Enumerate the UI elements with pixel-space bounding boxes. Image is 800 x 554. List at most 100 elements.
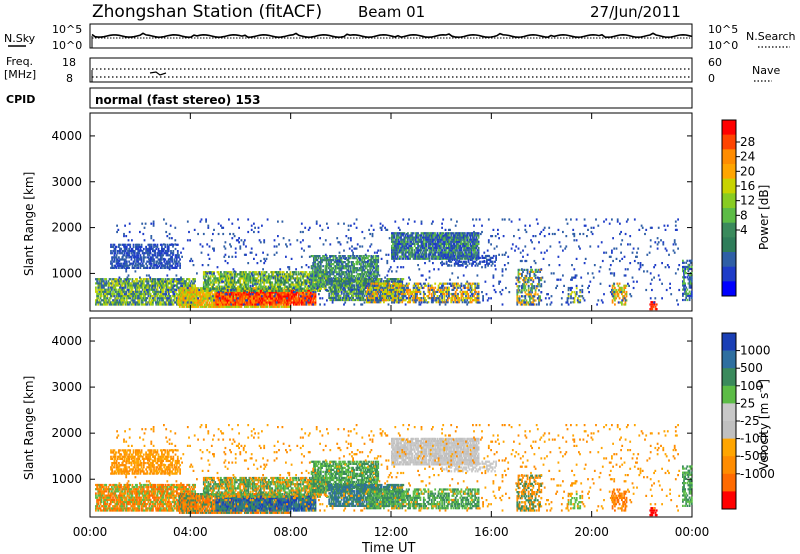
power-echo-cell (249, 301, 252, 304)
power-echo-cell (137, 254, 140, 257)
freq-strip (89, 57, 693, 83)
power-echo-cell (142, 297, 145, 300)
power-echo-cell (133, 266, 136, 269)
power-echo-cell (148, 299, 151, 302)
power-echo-cell (343, 292, 345, 295)
power-echo-cell (131, 247, 134, 251)
power-echo-cell (218, 293, 221, 296)
power-echo-cell (156, 256, 159, 259)
power-echo-cell (131, 254, 134, 257)
power-echo-cell (109, 288, 112, 291)
power-echo-cell (168, 278, 170, 281)
power-echo-cell (208, 301, 211, 304)
power-echo-cell (111, 286, 113, 289)
power-echo-cell (230, 293, 232, 296)
power-echo-cell (220, 303, 222, 306)
power-echo-cell (156, 295, 159, 298)
power-echo-cell (255, 301, 258, 304)
power-echo-cell (160, 288, 162, 291)
power-echo-cell (243, 291, 246, 294)
power-echo-cell (259, 299, 262, 302)
power-echo-cell (111, 264, 113, 267)
power-echo-cell (362, 290, 365, 293)
power-echo-cell (283, 291, 286, 294)
power-echo-cell (162, 290, 165, 293)
power-echo-cell (269, 301, 271, 304)
power-echo-cell (258, 297, 261, 300)
power-echo-cell (265, 303, 268, 306)
power-echo-cell (155, 256, 158, 259)
power-echo-cell (201, 291, 204, 294)
power-echo-cell (120, 288, 122, 291)
power-echo-cell (123, 254, 126, 257)
power-echo-cell (288, 291, 291, 294)
power-echo-cell (114, 264, 117, 267)
power-echo-cell (164, 303, 167, 306)
power-echo-cell (123, 280, 126, 283)
power-echo-cell (334, 275, 337, 278)
power-echo-cell (241, 291, 244, 294)
power-echo-cell (161, 266, 163, 269)
power-echo-cell (234, 301, 237, 304)
power-echo-cell (375, 257, 377, 260)
power-echo-cell (334, 269, 337, 272)
power-echo-cell (132, 303, 135, 306)
power-echo-cell (245, 289, 247, 292)
power-echo-cell (98, 288, 101, 291)
power-echo-cell (109, 295, 112, 298)
power-echo-cell (250, 295, 253, 298)
power-echo-cell (99, 303, 102, 306)
power-echo-cell (358, 261, 361, 264)
power-echo-cell (159, 252, 162, 255)
power-echo-cell (117, 290, 120, 293)
power-echo-cell (214, 299, 217, 302)
power-echo-cell (121, 299, 123, 302)
power-echo-cell (193, 305, 196, 308)
power-echo-cell (116, 284, 119, 287)
power-echo-cell (165, 252, 168, 255)
power-echo-cell (131, 292, 134, 296)
power-echo-cell (280, 303, 283, 306)
power-echo-cell (111, 282, 113, 285)
power-echo-cell (280, 279, 283, 282)
power-echo-cell (221, 299, 223, 302)
power-echo-cell (400, 255, 402, 258)
power-echo-cell (116, 258, 119, 261)
power-echo-cell (185, 284, 187, 287)
power-echo-cell (217, 283, 220, 286)
power-echo-cell (119, 250, 121, 253)
power-echo-cell (123, 250, 126, 253)
power-echo-cell (116, 250, 119, 253)
power-echo-cell (200, 289, 203, 292)
power-echo-cell (166, 284, 169, 287)
power-echo-cell (238, 291, 240, 294)
power-echo-cell (223, 291, 226, 294)
power-echo-cell (199, 301, 202, 304)
power-echo-cell (150, 299, 153, 302)
power-echo-cell (140, 297, 143, 300)
power-echo-cell (148, 266, 151, 269)
power-echo-cell (280, 297, 283, 300)
power-echo-cell (189, 287, 191, 290)
power-echo-cell (115, 256, 118, 259)
power-echo-cell (291, 295, 294, 298)
power-echo-cell (364, 263, 367, 266)
power-echo-cell (209, 303, 212, 306)
power-echo-cell (209, 297, 212, 300)
power-echo-cell (298, 301, 301, 304)
power-echo-cell (169, 280, 171, 283)
power-echo-cell (201, 289, 204, 292)
power-echo-cell (141, 280, 144, 283)
power-echo-cell (228, 291, 230, 294)
power-echo-cell (235, 275, 238, 278)
power-echo-cell (200, 297, 203, 300)
power-echo-cell (214, 293, 217, 296)
power-echo-cell (367, 269, 369, 272)
power-echo-cell (199, 299, 202, 302)
power-echo-cell (287, 281, 289, 284)
power-echo-cell (128, 297, 130, 300)
power-echo-cell (329, 286, 332, 289)
power-echo-cell (357, 280, 360, 283)
power-echo-cell (166, 243, 169, 246)
power-echo-cell (314, 297, 317, 300)
